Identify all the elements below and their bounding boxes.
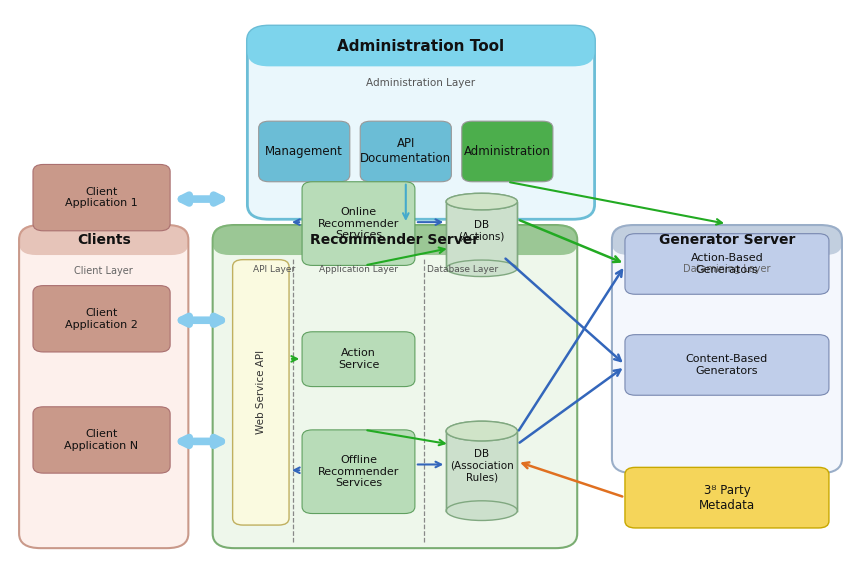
Text: Application Layer: Application Layer (319, 265, 398, 274)
FancyBboxPatch shape (462, 121, 553, 182)
FancyBboxPatch shape (360, 121, 451, 182)
Text: Content-Based
Generators: Content-Based Generators (686, 354, 768, 376)
FancyBboxPatch shape (612, 225, 842, 473)
FancyBboxPatch shape (247, 26, 595, 66)
Text: Recommender Server: Recommender Server (311, 233, 479, 247)
Bar (446, 431, 517, 511)
Text: Client
Application N: Client Application N (64, 429, 139, 451)
Text: Web Service API: Web Service API (256, 350, 266, 434)
FancyBboxPatch shape (247, 26, 595, 219)
Text: Administration: Administration (464, 145, 551, 158)
Text: Action
Service: Action Service (338, 349, 379, 370)
FancyBboxPatch shape (302, 182, 415, 265)
Text: Database Layer: Database Layer (427, 265, 498, 274)
Ellipse shape (446, 421, 517, 441)
Text: Action-Based
Generators: Action-Based Generators (691, 253, 763, 275)
FancyBboxPatch shape (625, 467, 829, 528)
Text: Management: Management (266, 145, 343, 158)
Text: Generator Server: Generator Server (659, 233, 795, 247)
Text: Administration Layer: Administration Layer (366, 77, 476, 88)
Ellipse shape (446, 501, 517, 520)
Text: 3ᴽ Party
Metadata: 3ᴽ Party Metadata (699, 484, 755, 512)
Bar (446, 431, 517, 511)
Ellipse shape (446, 260, 517, 276)
FancyBboxPatch shape (625, 234, 829, 294)
FancyBboxPatch shape (33, 164, 170, 231)
Text: DB
(Association
Rules): DB (Association Rules) (450, 449, 514, 482)
Text: Client Layer: Client Layer (75, 266, 133, 276)
Text: API
Documentation: API Documentation (360, 137, 451, 166)
Text: API Layer: API Layer (253, 265, 295, 274)
FancyBboxPatch shape (259, 121, 350, 182)
Text: DB
(Actions): DB (Actions) (458, 220, 505, 242)
FancyBboxPatch shape (213, 225, 577, 255)
FancyBboxPatch shape (302, 332, 415, 387)
Text: Clients: Clients (77, 233, 130, 247)
Text: Offline
Recommender
Services: Offline Recommender Services (318, 455, 399, 488)
Text: Client
Application 2: Client Application 2 (65, 308, 138, 329)
FancyBboxPatch shape (33, 286, 170, 352)
Text: Client
Application 1: Client Application 1 (65, 187, 138, 208)
FancyBboxPatch shape (302, 430, 415, 514)
FancyBboxPatch shape (19, 225, 188, 255)
Bar (446, 201, 517, 268)
Bar (446, 201, 517, 268)
FancyBboxPatch shape (19, 225, 188, 548)
Text: Online
Recommender
Services: Online Recommender Services (318, 207, 399, 240)
Ellipse shape (446, 193, 517, 210)
FancyBboxPatch shape (213, 225, 577, 548)
Text: Datamining Layer: Datamining Layer (683, 264, 771, 275)
Ellipse shape (446, 421, 517, 441)
FancyBboxPatch shape (233, 260, 289, 525)
FancyBboxPatch shape (625, 335, 829, 395)
Text: Administration Tool: Administration Tool (338, 39, 504, 54)
Ellipse shape (446, 193, 517, 210)
FancyBboxPatch shape (612, 225, 842, 255)
FancyBboxPatch shape (33, 407, 170, 473)
